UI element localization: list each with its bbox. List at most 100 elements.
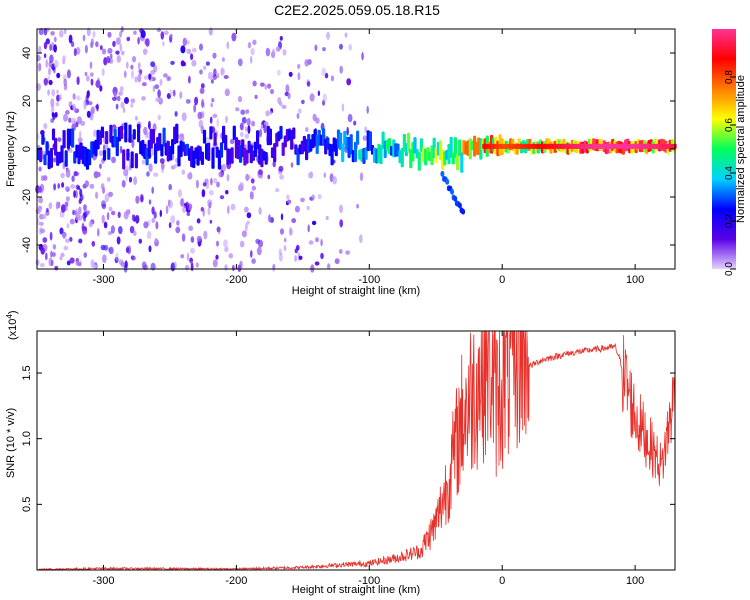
noise-blob	[308, 240, 314, 245]
band-cell	[349, 134, 353, 155]
noise-blob	[111, 96, 117, 101]
noise-blob	[159, 78, 163, 86]
band-core	[599, 143, 603, 149]
noise-blob	[250, 178, 255, 184]
spectrogram-marks	[35, 26, 677, 273]
band-core	[530, 143, 534, 149]
noise-blob	[43, 77, 48, 86]
noise-blob	[60, 172, 65, 179]
band-core	[524, 143, 528, 149]
noise-blob	[93, 264, 97, 269]
noise-blob	[237, 58, 243, 67]
noise-blob	[50, 259, 54, 267]
snr-x-ticks: -300 -200 -100 0 100	[92, 331, 644, 587]
noise-blob	[294, 205, 300, 213]
noise-blob	[62, 55, 67, 61]
band-core	[538, 143, 542, 149]
noise-blob	[202, 182, 207, 187]
noise-blob	[147, 120, 151, 130]
noise-blob	[84, 44, 88, 54]
band-core	[641, 143, 645, 149]
noise-blob	[166, 75, 170, 82]
noise-blob	[364, 126, 368, 133]
noise-blob	[45, 252, 48, 261]
band-cell	[126, 148, 130, 161]
noise-blob	[250, 48, 255, 56]
band-core	[649, 143, 653, 149]
band-cell	[162, 127, 166, 147]
band-cell	[232, 125, 236, 140]
noise-blob	[279, 174, 284, 180]
band-core	[532, 143, 536, 149]
noise-blob	[79, 130, 82, 139]
noise-blob	[72, 93, 76, 100]
noise-blob	[239, 182, 244, 191]
noise-blob	[339, 43, 343, 50]
noise-blob	[186, 48, 192, 54]
noise-blob	[50, 98, 55, 108]
noise-blob	[84, 180, 90, 188]
noise-blob	[211, 98, 215, 103]
noise-blob	[213, 68, 217, 77]
noise-blob	[320, 252, 324, 260]
hook-blob	[453, 195, 458, 202]
noise-blob	[191, 60, 197, 67]
noise-blob	[143, 126, 148, 135]
band-core	[609, 143, 613, 149]
noise-blob	[119, 86, 124, 93]
noise-blob	[291, 218, 297, 224]
band-core	[575, 143, 579, 149]
noise-blob	[107, 47, 113, 54]
x-tick-label: 0	[499, 575, 505, 587]
noise-blob	[169, 89, 173, 96]
noise-blob	[156, 27, 162, 33]
band-core	[578, 143, 581, 149]
noise-blob	[168, 183, 172, 191]
noise-blob	[279, 228, 285, 235]
noise-blob	[201, 189, 206, 198]
noise-blob	[275, 188, 280, 193]
band-core	[647, 143, 651, 149]
band-core	[671, 143, 674, 149]
noise-blob	[54, 111, 58, 118]
noise-blob	[268, 214, 271, 223]
noise-blob	[69, 218, 75, 225]
noise-blob	[120, 261, 125, 268]
noise-blob	[90, 106, 95, 115]
band-cell	[62, 130, 66, 149]
noise-blob	[180, 254, 185, 259]
noise-blob	[282, 49, 287, 56]
noise-blob	[223, 239, 228, 248]
noise-blob	[300, 197, 305, 203]
noise-blob	[212, 113, 218, 118]
noise-blob	[246, 212, 252, 219]
noise-blob	[301, 99, 305, 105]
band-core	[580, 143, 584, 149]
band-cell	[268, 128, 272, 146]
noise-blob	[73, 171, 78, 177]
band-cell	[128, 124, 132, 143]
y-tick-label: -40	[21, 237, 33, 253]
band-core	[601, 143, 605, 149]
noise-blob	[65, 168, 71, 178]
noise-blob	[252, 80, 257, 87]
band-cell	[264, 152, 268, 165]
noise-blob	[115, 50, 120, 55]
noise-blob	[317, 193, 322, 200]
noise-blob	[186, 40, 190, 45]
snr-y-ticks: 0.5 1.0 1.5	[21, 365, 675, 512]
noise-blob	[311, 220, 317, 226]
noise-blob	[59, 256, 63, 261]
noise-blob	[321, 67, 326, 77]
noise-blob	[182, 205, 187, 214]
noise-blob	[69, 257, 75, 264]
band-core	[498, 143, 502, 149]
noise-blob	[327, 263, 331, 270]
noise-blob	[216, 181, 220, 188]
noise-blob	[77, 137, 83, 143]
noise-blob	[322, 93, 327, 103]
noise-blob	[260, 124, 264, 130]
noise-blob	[35, 259, 40, 266]
noise-blob	[239, 122, 244, 131]
noise-blob	[339, 65, 344, 74]
